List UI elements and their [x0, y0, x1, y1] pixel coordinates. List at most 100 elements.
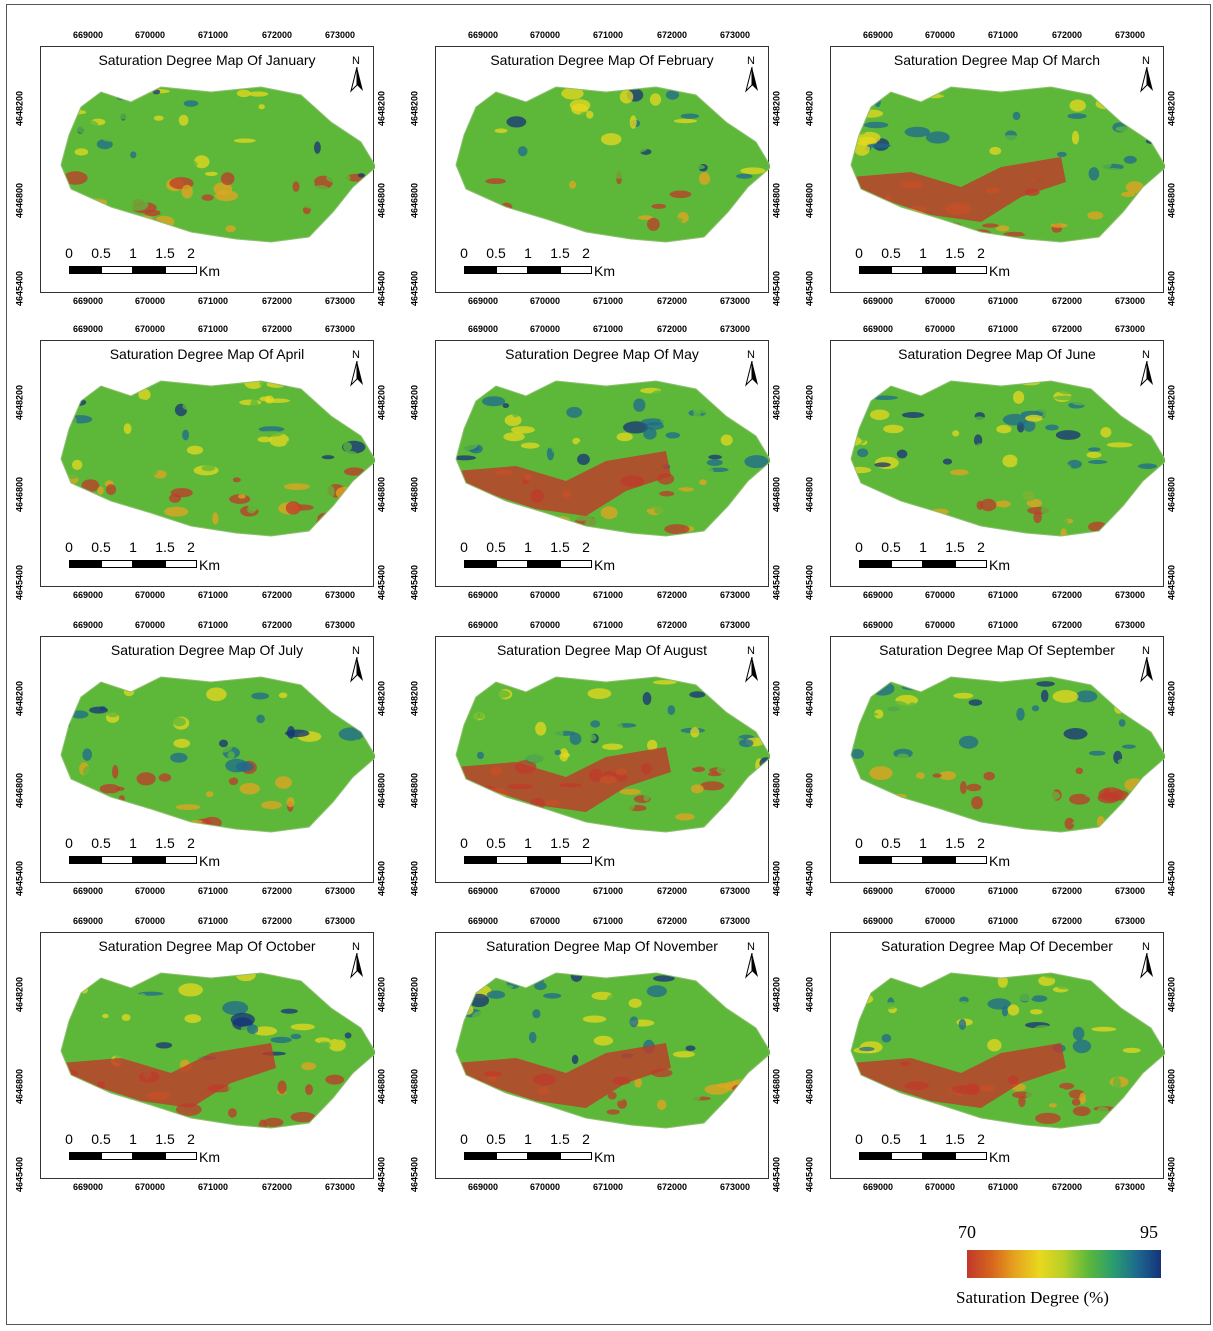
map-frame: Saturation Degree Map Of January N 0 0.5 1 1.… — [40, 46, 375, 293]
scale-bar-label: 0 — [460, 835, 468, 851]
scale-bar-segment — [923, 1152, 955, 1160]
x-tick-label-bottom: 673000 — [324, 1182, 356, 1192]
map-title: Saturation Degree Map Of October — [98, 938, 316, 954]
scale-bar-segment — [560, 1152, 592, 1160]
scale-bar-segment — [464, 560, 496, 568]
scale-bar: 0 0.5 1 1.5 2 Km — [456, 245, 636, 285]
map-title: Saturation Degree Map Of February — [490, 52, 714, 68]
x-tick-label-bottom: 673000 — [1114, 1182, 1146, 1192]
x-tick-label-top: 670000 — [924, 620, 956, 630]
map-frame: Saturation Degree Map Of May N 0 0.5 1 1.5 2 Km — [435, 340, 770, 587]
x-tick-label-bottom: 669000 — [467, 1182, 499, 1192]
scale-bar: 0 0.5 1 1.5 2 Km — [851, 245, 1031, 285]
scale-bar-segment — [69, 266, 101, 274]
scale-bar-label: 1 — [129, 835, 137, 851]
scale-bar-segment — [859, 266, 891, 274]
y-tick-label-right: 4646800 — [376, 1069, 387, 1105]
x-tick-label-bottom: 673000 — [1114, 886, 1146, 896]
y-tick-label-left: 4645400 — [409, 271, 420, 307]
x-tick-label-top: 669000 — [862, 620, 894, 630]
y-tick-label-right: 4646800 — [1166, 1069, 1177, 1105]
y-tick-label-left: 4645400 — [804, 565, 815, 601]
x-tick-label-bottom: 673000 — [324, 886, 356, 896]
x-tick-label-top: 669000 — [862, 324, 894, 334]
x-tick-label-bottom: 670000 — [134, 590, 166, 600]
y-tick-label-right: 4645400 — [1166, 1157, 1177, 1193]
north-arrow-icon: N — [349, 349, 365, 389]
map-title: Saturation Degree Map Of January — [98, 52, 316, 68]
x-tick-label-top: 671000 — [987, 620, 1019, 630]
saturation-raster — [850, 676, 1165, 833]
saturation-raster — [60, 972, 375, 1129]
y-tick-label-left: 4646800 — [14, 183, 25, 219]
x-tick-label-top: 672000 — [1051, 30, 1083, 40]
map-title: Saturation Degree Map Of August — [496, 642, 708, 658]
north-arrow-icon: N — [744, 645, 760, 685]
x-tick-label-bottom: 671000 — [592, 886, 624, 896]
x-tick-label-top: 671000 — [987, 916, 1019, 926]
scale-bar-segment — [496, 856, 528, 864]
x-tick-label-bottom: 672000 — [261, 296, 293, 306]
scale-bar-label: 0.5 — [881, 835, 901, 851]
saturation-raster — [455, 676, 770, 833]
y-tick-label-left: 4645400 — [804, 271, 815, 307]
north-label: N — [352, 55, 360, 67]
y-tick-label-right: 4645400 — [1166, 861, 1177, 897]
scale-bar-segment — [560, 266, 592, 274]
scale-bar-label: 0 — [460, 1131, 468, 1147]
x-tick-label-top: 673000 — [324, 916, 356, 926]
scale-bar-unit: Km — [594, 1149, 615, 1165]
scale-bar-label: 0.5 — [486, 835, 506, 851]
x-tick-label-top: 673000 — [719, 30, 751, 40]
y-tick-label-right: 4648200 — [1166, 977, 1177, 1013]
map-panel: 669000 670000 671000 672000 673000 669000 6700… — [10, 616, 400, 901]
y-tick-label-left: 4648200 — [804, 977, 815, 1013]
x-tick-label-top: 670000 — [529, 30, 561, 40]
x-tick-label-top: 672000 — [261, 916, 293, 926]
x-tick-label-bottom: 669000 — [72, 886, 104, 896]
scale-bar-label: 2 — [977, 245, 985, 261]
x-tick-label-top: 672000 — [1051, 324, 1083, 334]
figure-frame — [6, 4, 1211, 1325]
x-tick-label-bottom: 673000 — [324, 296, 356, 306]
y-tick-label-left: 4646800 — [409, 773, 420, 809]
legend-title: Saturation Degree (%) — [956, 1288, 1109, 1307]
x-tick-label-top: 669000 — [72, 620, 104, 630]
scale-bar-segment — [464, 266, 496, 274]
scale-bar-label: 1 — [919, 539, 927, 555]
x-tick-label-bottom: 672000 — [1051, 886, 1083, 896]
scale-bar: 0 0.5 1 1.5 2 Km — [61, 835, 241, 875]
y-tick-label-left: 4648200 — [804, 91, 815, 127]
scale-bar-label: 2 — [582, 835, 590, 851]
north-label: N — [1142, 941, 1150, 953]
x-tick-label-top: 670000 — [529, 916, 561, 926]
x-tick-label-bottom: 672000 — [1051, 1182, 1083, 1192]
map-frame: Saturation Degree Map Of October N 0 0.5 1 1.… — [40, 932, 375, 1179]
map-frame: Saturation Degree Map Of April N 0 0.5 1 1.5 2… — [40, 340, 375, 587]
scale-bar-segment — [496, 266, 528, 274]
x-tick-label-bottom: 673000 — [324, 590, 356, 600]
scale-bar-segment — [923, 266, 955, 274]
x-tick-label-bottom: 669000 — [467, 590, 499, 600]
map-frame: Saturation Degree Map Of September N 0 0.5 1… — [830, 636, 1165, 883]
saturation-raster — [455, 972, 770, 1129]
scale-bar-label: 0.5 — [881, 1131, 901, 1147]
x-tick-label-top: 672000 — [261, 324, 293, 334]
north-label: N — [747, 941, 755, 953]
x-tick-label-top: 673000 — [1114, 30, 1146, 40]
x-tick-label-bottom: 671000 — [197, 886, 229, 896]
x-tick-label-top: 672000 — [1051, 620, 1083, 630]
x-tick-label-bottom: 672000 — [656, 296, 688, 306]
y-tick-label-left: 4646800 — [804, 183, 815, 219]
scale-bar-segment — [464, 856, 496, 864]
y-tick-label-right: 4648200 — [376, 681, 387, 717]
north-arrow-icon: N — [1139, 349, 1155, 389]
scale-bar-label: 1.5 — [550, 245, 570, 261]
x-tick-label-top: 672000 — [261, 620, 293, 630]
legend-min-label: 70 — [958, 1222, 976, 1242]
map-panel: 669000 670000 671000 672000 673000 669000 6700… — [800, 912, 1190, 1197]
x-tick-label-bottom: 672000 — [261, 1182, 293, 1192]
scale-bar-label: 0.5 — [91, 245, 111, 261]
y-tick-label-left: 4646800 — [14, 477, 25, 513]
scale-bar-label: 1 — [524, 245, 532, 261]
